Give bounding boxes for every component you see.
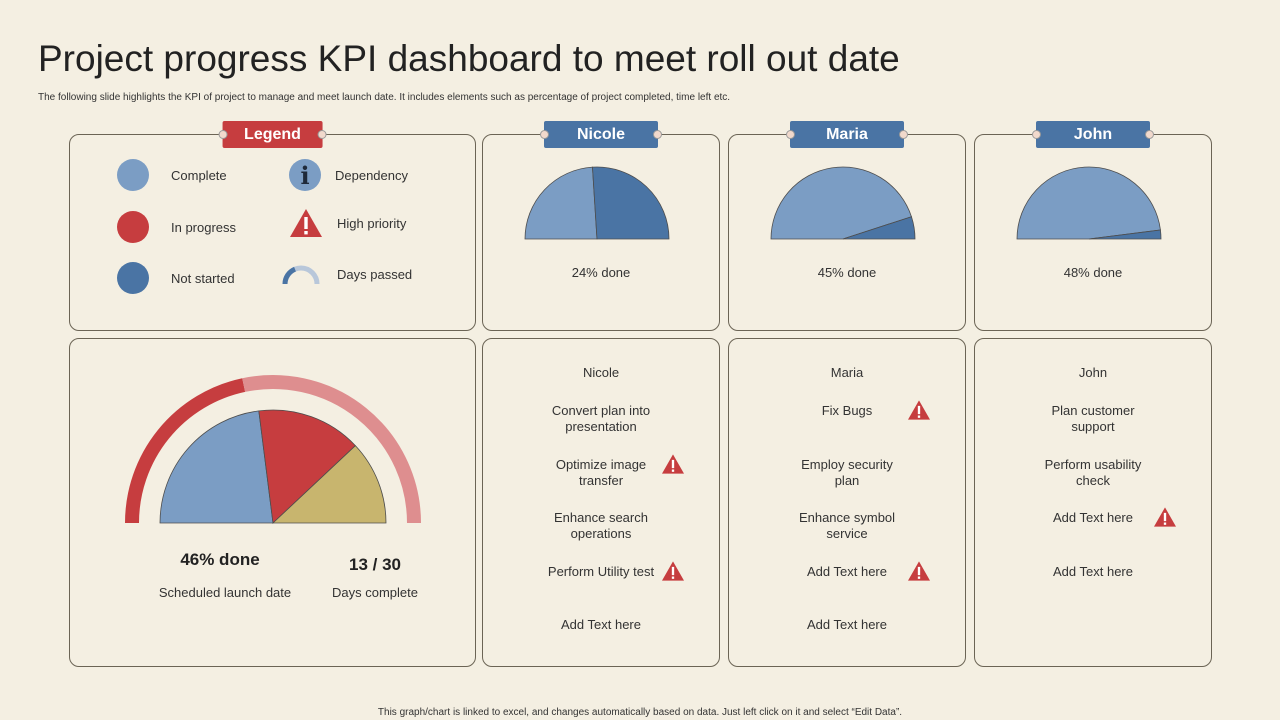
legend-complete: Complete bbox=[117, 159, 227, 191]
task-text: Maria bbox=[830, 365, 864, 380]
overall-slice-other bbox=[271, 445, 387, 524]
task-text: Convert plan into presentation bbox=[551, 403, 651, 434]
task-item: Optimize image transfer bbox=[483, 453, 719, 511]
legend-label: In progress bbox=[171, 219, 237, 235]
task-text: Add Text here bbox=[807, 563, 887, 579]
page-subtitle: The following slide highlights the KPI o… bbox=[38, 92, 731, 103]
legend-days-passed: Days passed bbox=[281, 262, 412, 286]
john-chart-panel: John 48% done bbox=[974, 121, 1212, 331]
john-done-label: 48% done bbox=[1063, 265, 1123, 280]
task-text: Perform usability check bbox=[1044, 456, 1142, 488]
john-slice-not-started bbox=[1088, 229, 1162, 240]
task-item: Enhance symbol service bbox=[729, 510, 965, 564]
warning-icon bbox=[290, 209, 322, 237]
task-item: Perform usability check bbox=[975, 457, 1211, 511]
maria-done-label: 45% done bbox=[817, 265, 877, 280]
overall-slice-in-progress bbox=[258, 409, 356, 524]
john-tag: John bbox=[1032, 121, 1154, 148]
task-text: Fix Bugs bbox=[821, 403, 873, 418]
maria-chart-panel: Maria 45% done bbox=[728, 121, 966, 331]
task-text: Perform Utility test bbox=[547, 563, 655, 579]
nicole-pie-chart bbox=[524, 166, 670, 240]
days-complete-value: 13 / 30 bbox=[349, 555, 401, 574]
legend-not-started: Not started bbox=[117, 262, 235, 294]
complete-swatch-icon bbox=[117, 159, 149, 191]
in-progress-swatch-icon bbox=[117, 211, 149, 243]
task-item: Add Text here bbox=[975, 507, 1211, 564]
task-text: Employ security plan bbox=[801, 456, 893, 488]
not-started-swatch-icon bbox=[117, 262, 149, 294]
warning-icon bbox=[907, 560, 931, 582]
legend-label: Not started bbox=[171, 270, 235, 286]
overall-panel: 46% done Scheduled launch date 13 / 30 D… bbox=[69, 338, 476, 667]
task-item: Add Text here bbox=[483, 617, 719, 671]
overall-gauge-chart bbox=[125, 375, 421, 524]
nicole-done-label: 24% done bbox=[571, 265, 631, 280]
info-icon: i bbox=[289, 159, 321, 191]
legend-label: Dependency bbox=[335, 167, 408, 183]
legend-label: Days passed bbox=[337, 266, 413, 282]
task-text: Optimize image transfer bbox=[555, 456, 647, 488]
warning-icon bbox=[1153, 506, 1177, 528]
task-list-header: Nicole bbox=[483, 365, 719, 403]
nicole-tag: Nicole bbox=[540, 121, 662, 148]
task-text: Enhance search operations bbox=[554, 510, 648, 541]
page-title: Project progress KPI dashboard to meet r… bbox=[38, 38, 900, 79]
nicole-slice-not-started bbox=[592, 166, 670, 240]
task-text: Add Text here bbox=[1053, 510, 1133, 525]
maria-tag: Maria bbox=[786, 121, 908, 148]
task-item: Employ security plan bbox=[729, 457, 965, 511]
maria-tasks-panel: Maria Fix Bugs Employ security plan Enhance… bbox=[728, 338, 966, 667]
legend-label: High priority bbox=[337, 215, 407, 231]
nicole-slice-complete bbox=[524, 166, 598, 240]
task-item: Enhance search operations bbox=[483, 510, 719, 564]
task-item: Plan customer support bbox=[975, 403, 1211, 457]
task-item: Add Text here bbox=[729, 617, 965, 671]
days-passed-arc bbox=[125, 378, 246, 524]
legend-high-priority: High priority bbox=[289, 207, 406, 239]
john-tasks-panel: John Plan customer support Perform usabili… bbox=[974, 338, 1212, 667]
task-list-header: Maria bbox=[729, 365, 965, 403]
task-text: John bbox=[1078, 365, 1108, 380]
task-text: Add Text here bbox=[807, 617, 887, 632]
john-pie-chart bbox=[1016, 166, 1162, 240]
task-list-header: John bbox=[975, 365, 1211, 403]
maria-slice-not-started bbox=[842, 216, 916, 240]
warning-icon bbox=[907, 399, 931, 421]
task-item: Add Text here bbox=[729, 560, 965, 618]
footer-note: This graph/chart is linked to excel, and… bbox=[377, 707, 903, 718]
overall-done-caption: Scheduled launch date bbox=[158, 585, 292, 600]
days-remaining-arc bbox=[242, 375, 421, 524]
arc-icon bbox=[282, 265, 320, 285]
task-text: Add Text here bbox=[561, 617, 641, 632]
task-text: Plan customer support bbox=[1051, 403, 1135, 434]
task-item: Convert plan into presentation bbox=[483, 403, 719, 457]
overall-slice-complete bbox=[159, 410, 274, 524]
maria-slice-complete bbox=[770, 166, 912, 240]
legend-label: Complete bbox=[171, 167, 227, 183]
warning-icon bbox=[661, 453, 685, 475]
legend-title: Legend bbox=[218, 121, 327, 148]
task-item: Perform Utility test bbox=[483, 560, 719, 618]
warning-icon bbox=[661, 560, 685, 582]
nicole-chart-panel: Nicole 24% done bbox=[482, 121, 720, 331]
legend-panel: Legend Complete In progress Not started … bbox=[69, 121, 476, 331]
john-slice-complete bbox=[1016, 166, 1161, 240]
days-complete-caption: Days complete bbox=[332, 585, 418, 600]
overall-done-value: 46% done bbox=[180, 550, 260, 569]
legend-dependency: i Dependency bbox=[289, 159, 408, 191]
task-item: Fix Bugs bbox=[729, 400, 965, 457]
maria-pie-chart bbox=[770, 166, 916, 240]
task-item: Add Text here bbox=[975, 564, 1211, 618]
task-text: Nicole bbox=[582, 365, 620, 380]
task-text: Enhance symbol service bbox=[798, 510, 896, 541]
nicole-tasks-panel: Nicole Convert plan into presentation Opti… bbox=[482, 338, 720, 667]
task-text: Add Text here bbox=[1053, 563, 1133, 579]
legend-in-progress: In progress bbox=[117, 211, 236, 243]
